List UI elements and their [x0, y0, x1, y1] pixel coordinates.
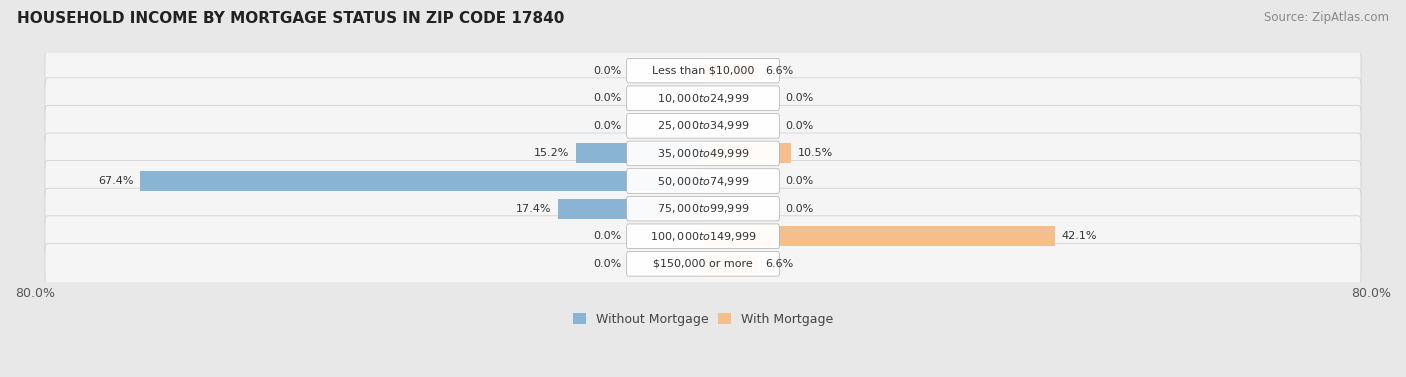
- Text: 0.0%: 0.0%: [593, 93, 621, 103]
- Text: 17.4%: 17.4%: [516, 204, 551, 214]
- Text: $150,000 or more: $150,000 or more: [654, 259, 752, 269]
- Text: 15.2%: 15.2%: [534, 149, 569, 158]
- Text: 42.1%: 42.1%: [1062, 231, 1097, 241]
- Bar: [703, 226, 1054, 246]
- FancyBboxPatch shape: [45, 216, 1361, 257]
- Text: 0.0%: 0.0%: [785, 176, 813, 186]
- FancyBboxPatch shape: [627, 113, 779, 138]
- FancyBboxPatch shape: [627, 169, 779, 193]
- FancyBboxPatch shape: [45, 50, 1361, 91]
- Text: 0.0%: 0.0%: [593, 231, 621, 241]
- FancyBboxPatch shape: [45, 106, 1361, 146]
- FancyBboxPatch shape: [45, 133, 1361, 174]
- FancyBboxPatch shape: [45, 188, 1361, 229]
- Text: Source: ZipAtlas.com: Source: ZipAtlas.com: [1264, 11, 1389, 24]
- Text: 0.0%: 0.0%: [785, 93, 813, 103]
- FancyBboxPatch shape: [627, 141, 779, 166]
- Text: 6.6%: 6.6%: [765, 259, 793, 269]
- Bar: [703, 61, 758, 81]
- Text: $25,000 to $34,999: $25,000 to $34,999: [657, 120, 749, 132]
- FancyBboxPatch shape: [627, 86, 779, 110]
- Text: 67.4%: 67.4%: [98, 176, 134, 186]
- Legend: Without Mortgage, With Mortgage: Without Mortgage, With Mortgage: [574, 313, 832, 326]
- Text: 0.0%: 0.0%: [785, 121, 813, 131]
- Text: 0.0%: 0.0%: [593, 259, 621, 269]
- Text: 10.5%: 10.5%: [797, 149, 832, 158]
- Bar: [703, 144, 790, 163]
- Text: 0.0%: 0.0%: [593, 66, 621, 76]
- Bar: [576, 144, 703, 163]
- FancyBboxPatch shape: [627, 58, 779, 83]
- Text: Less than $10,000: Less than $10,000: [652, 66, 754, 76]
- Text: $10,000 to $24,999: $10,000 to $24,999: [657, 92, 749, 105]
- FancyBboxPatch shape: [45, 161, 1361, 201]
- Bar: [141, 171, 703, 191]
- Text: 0.0%: 0.0%: [593, 121, 621, 131]
- Bar: [558, 199, 703, 219]
- FancyBboxPatch shape: [627, 224, 779, 248]
- Text: 6.6%: 6.6%: [765, 66, 793, 76]
- Text: $100,000 to $149,999: $100,000 to $149,999: [650, 230, 756, 243]
- FancyBboxPatch shape: [627, 251, 779, 276]
- Bar: [703, 254, 758, 274]
- FancyBboxPatch shape: [627, 196, 779, 221]
- Text: $50,000 to $74,999: $50,000 to $74,999: [657, 175, 749, 187]
- FancyBboxPatch shape: [45, 78, 1361, 119]
- Text: $35,000 to $49,999: $35,000 to $49,999: [657, 147, 749, 160]
- FancyBboxPatch shape: [45, 244, 1361, 284]
- Text: $75,000 to $99,999: $75,000 to $99,999: [657, 202, 749, 215]
- Text: HOUSEHOLD INCOME BY MORTGAGE STATUS IN ZIP CODE 17840: HOUSEHOLD INCOME BY MORTGAGE STATUS IN Z…: [17, 11, 564, 26]
- Text: 0.0%: 0.0%: [785, 204, 813, 214]
